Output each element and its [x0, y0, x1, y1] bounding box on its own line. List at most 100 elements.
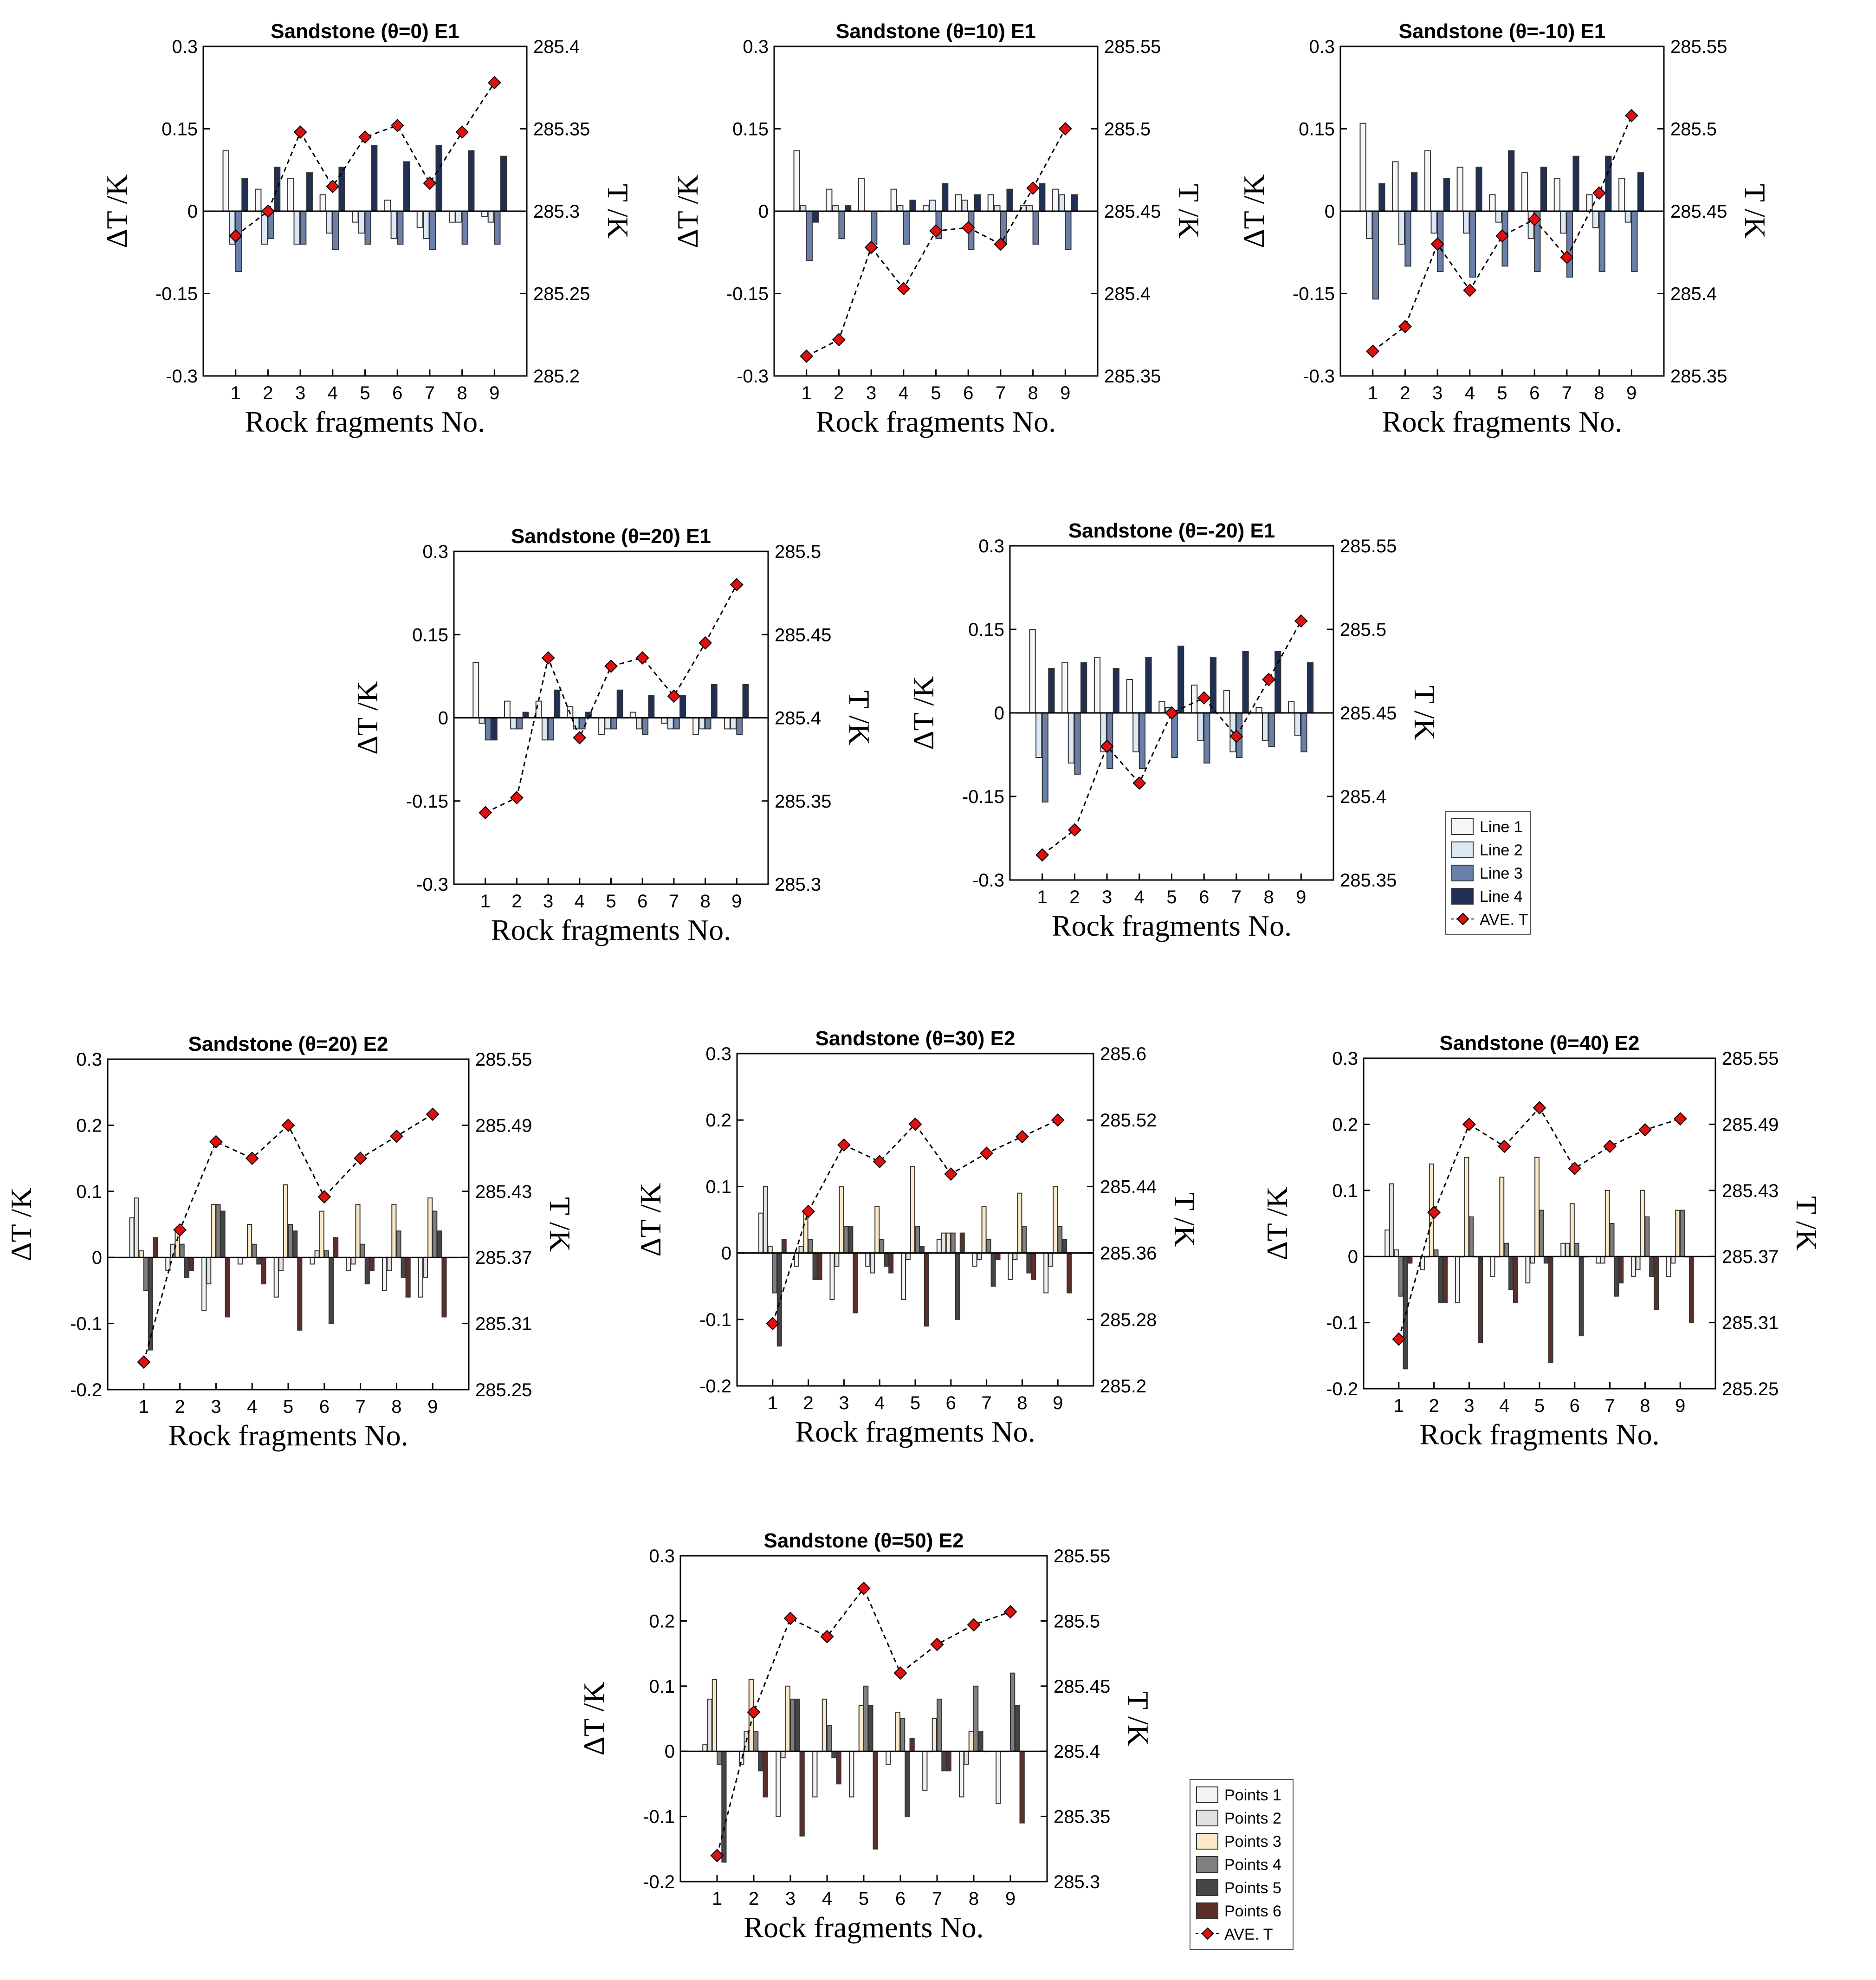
bar-points-5	[812, 1252, 818, 1280]
y2-tick-label: 285.25	[475, 1380, 532, 1400]
bar-points-2	[1048, 1252, 1054, 1267]
x-axis-label: Rock fragments No.	[744, 1911, 983, 1944]
x-tick-label: 8	[1017, 1393, 1027, 1413]
x-tick-label: 8	[1263, 887, 1274, 907]
bar-line-1	[1191, 685, 1198, 713]
bar-line-1	[481, 211, 488, 217]
bar-line-4	[435, 145, 442, 212]
bar-points-1	[1490, 1256, 1495, 1277]
y-tick-label: -0.2	[699, 1376, 731, 1397]
bar-points-1	[273, 1257, 279, 1298]
bar-points-3	[138, 1250, 144, 1258]
y-axis-label: ΔT /K	[907, 676, 940, 750]
bar-line-2	[390, 211, 397, 239]
bar-points-3	[932, 1718, 937, 1752]
bar-line-4	[1540, 167, 1547, 212]
ave-t-marker	[967, 1618, 981, 1632]
bar-line-4	[974, 194, 981, 212]
x-tick-label: 8	[457, 383, 467, 403]
x-tick-label: 6	[946, 1393, 956, 1413]
bar-points-5	[1062, 1239, 1067, 1254]
bar-line-2	[573, 717, 580, 730]
bar-line-4	[679, 695, 686, 718]
bar-points-6	[946, 1751, 951, 1772]
ave-t-marker	[699, 636, 712, 650]
y-tick-label: 0.2	[705, 1110, 731, 1131]
bar-line-1	[793, 150, 800, 212]
bar-points-3	[785, 1685, 790, 1752]
bar-line-1	[416, 211, 423, 228]
ave-t-marker	[573, 731, 587, 744]
ave-t-marker	[667, 689, 681, 703]
bar-points-6	[225, 1257, 230, 1318]
bar-points-6	[153, 1237, 158, 1258]
bar-points-6	[817, 1252, 822, 1280]
ave-t-marker	[209, 1135, 223, 1149]
bar-points-4	[827, 1725, 832, 1752]
ave-t-marker	[1100, 739, 1114, 753]
bar-points-1	[901, 1252, 906, 1300]
x-tick-label: 6	[319, 1397, 330, 1417]
bar-line-3	[548, 717, 554, 741]
y-axis-label: ΔT /K	[351, 681, 384, 755]
ave-t-marker	[358, 130, 372, 144]
bar-points-2	[906, 1252, 911, 1260]
bar-points-4	[432, 1210, 438, 1258]
y2-tick-label: 285.4	[1670, 284, 1717, 304]
bar-points-5	[941, 1751, 947, 1772]
bar-points-5	[1614, 1256, 1619, 1297]
chart-title: Sandstone (θ=0) E1	[271, 20, 459, 43]
bar-points-3	[1604, 1190, 1610, 1257]
x-tick-label: 3	[543, 891, 553, 912]
bar-points-4	[288, 1224, 293, 1258]
x-tick-label: 6	[392, 383, 402, 403]
chart-panel-8: Sandstone (θ=40) E20.30.20.10-0.1-0.2285…	[1261, 1032, 1823, 1451]
bar-points-1	[1560, 1242, 1566, 1257]
bar-points-5	[1026, 1252, 1032, 1274]
x-tick-label: 9	[1053, 1393, 1063, 1413]
bar-points-6	[441, 1257, 447, 1318]
bar-line-3	[1139, 712, 1146, 769]
bar-line-2	[994, 205, 1001, 212]
bar-line-2	[1366, 211, 1373, 239]
y-axis-label: ΔT /K	[1237, 174, 1270, 248]
y2-tick-label: 285.5	[1104, 119, 1151, 140]
ave-t-marker	[1003, 1605, 1017, 1619]
bar-line-2	[667, 717, 674, 730]
x-tick-label: 9	[1296, 887, 1306, 907]
bar-line-2	[358, 211, 365, 234]
bar-points-4	[1057, 1226, 1063, 1254]
bar-line-4	[1048, 668, 1055, 713]
bar-points-6	[888, 1252, 894, 1274]
ave-t-marker	[1398, 320, 1412, 333]
y-tick-label: -0.15	[1293, 284, 1335, 304]
bar-line-1	[222, 150, 229, 212]
x-tick-label: 1	[802, 383, 812, 403]
legend-e2-box: Points 1 Points 2 Points 3 Points 4 Points 5…	[1190, 1779, 1294, 1950]
ave-t-marker	[245, 1152, 259, 1165]
bar-points-2	[422, 1257, 428, 1278]
y2-tick-label: 285.55	[1104, 37, 1161, 57]
y-tick-label: -0.2	[643, 1872, 675, 1892]
bar-points-5	[437, 1230, 442, 1258]
bar-points-5	[978, 1731, 983, 1752]
y2-tick-label: 285.4	[533, 37, 580, 57]
bar-points-6	[853, 1252, 858, 1314]
bar-line-4	[1071, 194, 1078, 212]
bar-points-1	[1455, 1256, 1460, 1303]
y-tick-label: 0	[92, 1248, 102, 1268]
bar-line-1	[1288, 701, 1295, 713]
y-tick-label: -0.1	[643, 1807, 675, 1827]
bar-line-3	[485, 717, 492, 741]
y2-tick-label: 285.2	[533, 366, 580, 387]
bar-points-3	[319, 1210, 324, 1258]
bar-line-3	[1042, 712, 1048, 802]
y-tick-label: -0.2	[1326, 1379, 1358, 1399]
x-tick-label: 6	[963, 383, 973, 403]
bar-points-3	[1640, 1190, 1645, 1257]
bar-points-4	[790, 1698, 796, 1752]
bar-line-3	[332, 211, 339, 250]
x-tick-label: 8	[1640, 1396, 1650, 1416]
x-tick-label: 4	[899, 383, 909, 403]
